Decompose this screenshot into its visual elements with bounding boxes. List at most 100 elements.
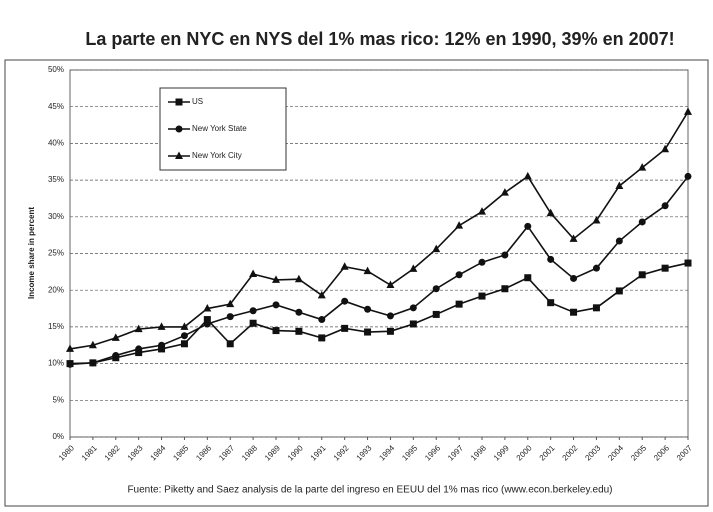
data-point [272,327,280,335]
data-point [180,332,188,340]
x-tick-label: 2003 [583,443,602,462]
series-line [69,175,689,366]
y-tick-label: 45% [48,102,64,111]
y-tick-label: 0% [52,432,64,441]
data-point [386,280,395,289]
data-point [135,349,143,357]
y-tick-label: 10% [48,359,64,368]
y-axis-label: Income share in percent [27,207,36,299]
data-point [615,237,623,245]
x-tick-label: 1982 [103,443,122,462]
x-tick-label: 1986 [194,443,213,462]
data-point [661,264,669,272]
x-tick-label: 1997 [446,443,465,462]
data-point [524,222,532,230]
data-point [638,163,647,171]
y-tick-label: 5% [52,395,64,404]
x-tick-label: 2007 [675,443,694,462]
legend-label: New York State [192,124,247,133]
x-tick-label: 1981 [80,443,99,462]
x-tick-label: 1996 [423,443,442,462]
data-point [592,215,601,224]
data-point [158,345,166,353]
data-point [432,244,441,253]
y-tick-label: 25% [48,249,64,258]
data-point [66,344,74,352]
y-tick-label: 35% [48,175,64,184]
data-point [684,259,692,267]
x-tick-label: 1991 [309,443,328,462]
data-point [134,324,143,333]
data-point [111,333,120,341]
data-point [684,172,692,180]
data-point [249,269,258,278]
data-point [661,144,670,153]
data-point [569,234,578,242]
legend-label: New York City [192,151,242,160]
data-point [157,322,166,330]
data-point [135,345,143,353]
data-point [180,322,189,330]
chart-frame [4,59,709,507]
x-tick-label: 1989 [263,443,282,462]
x-tick-label: 2000 [515,443,534,462]
y-tick-label: 40% [48,139,64,148]
data-point [88,340,97,349]
x-tick-label: 2002 [561,443,580,462]
data-point [89,359,97,367]
data-point [295,327,303,335]
data-point [409,320,417,328]
series-line [69,262,689,365]
y-tick-label: 20% [48,285,64,294]
data-point [547,255,555,263]
data-point [432,285,440,293]
data-point [592,264,600,272]
x-tick-label: 1980 [57,443,76,462]
data-point [501,285,509,293]
data-point [570,274,578,282]
x-tick-label: 1994 [377,443,396,462]
data-point [478,292,486,300]
data-point [180,340,188,348]
data-point [364,305,372,313]
x-tick-label: 2004 [606,443,625,462]
data-point [386,327,394,335]
data-point [409,304,417,312]
chart-title: La parte en NYC en NYS del 1% mas rico: … [85,29,674,49]
data-point [66,360,74,368]
x-tick-label: 1990 [286,443,305,462]
data-point [318,316,326,324]
legend-label: US [192,97,203,106]
series-line [69,111,689,350]
data-point [272,301,280,309]
x-tick-label: 1985 [171,443,190,462]
data-point [684,107,692,115]
x-tick-label: 2005 [629,443,648,462]
data-point [249,319,257,327]
x-tick-label: 1993 [355,443,374,462]
data-point [478,207,486,215]
data-point [363,266,372,275]
data-point [341,324,349,332]
data-point [523,171,532,180]
x-tick-label: 1995 [400,443,419,462]
data-point [112,352,120,360]
data-point [294,274,303,283]
data-point [386,312,394,320]
data-point [364,328,372,336]
data-point [478,258,486,266]
x-tick-label: 1984 [149,443,168,462]
data-point [500,188,509,196]
data-point [661,202,669,210]
data-point [615,287,623,295]
x-tick-label: 2006 [652,443,671,462]
data-point [203,320,211,328]
data-point [249,307,257,315]
source-note: Fuente: Piketty and Saez analysis de la … [127,485,612,496]
x-tick-label: 1987 [217,443,236,462]
data-point [638,218,646,226]
data-point [158,341,166,349]
data-point [547,299,555,307]
data-point [203,304,212,312]
